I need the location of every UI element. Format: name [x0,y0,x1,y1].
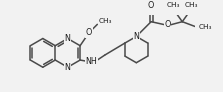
Text: N: N [65,63,71,72]
Text: CH₃: CH₃ [199,24,212,30]
Text: CH₃: CH₃ [185,2,198,8]
Text: CH₃: CH₃ [167,2,180,8]
Text: O: O [86,28,92,37]
Text: CH₃: CH₃ [98,18,112,24]
Text: NH: NH [86,57,97,66]
Text: O: O [148,1,154,10]
Text: N: N [133,32,139,41]
Text: N: N [65,34,71,43]
Text: O: O [164,21,171,29]
